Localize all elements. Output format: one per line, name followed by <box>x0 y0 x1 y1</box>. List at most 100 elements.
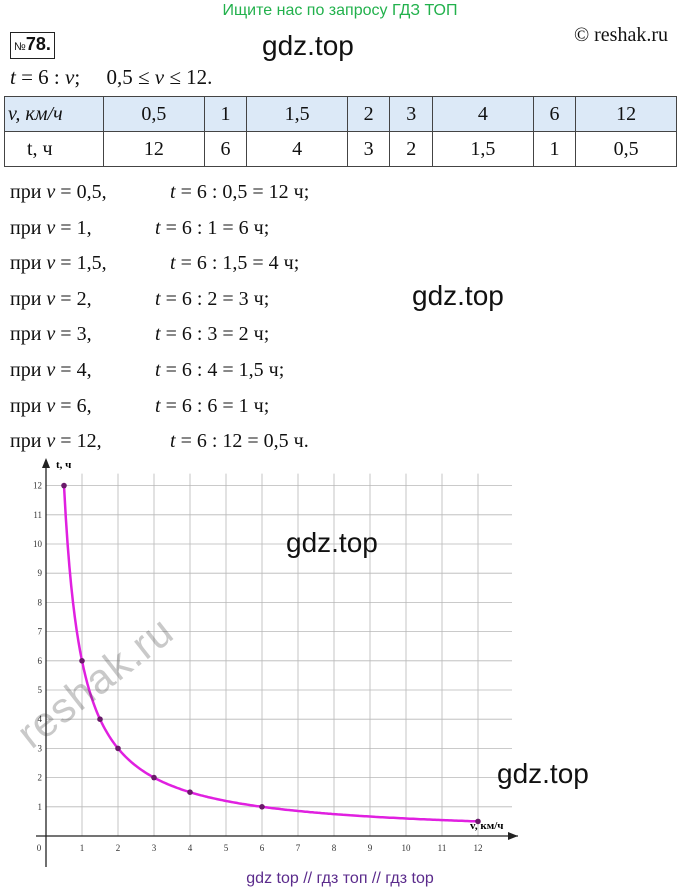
table-cell: 6 <box>203 131 248 167</box>
calc-v: v <box>46 394 56 417</box>
table-cell: 6 <box>532 96 577 132</box>
y-tick-label: 9 <box>38 568 43 578</box>
y-tick-label: 6 <box>38 656 43 666</box>
x-tick-label: 12 <box>474 843 483 853</box>
calc-pre: при <box>10 181 47 203</box>
calc-expr: = 6 : 4 = 1,5 ч; <box>160 358 285 381</box>
formula-v2: v <box>154 65 165 89</box>
calc-expr: = 6 : 3 = 2 ч; <box>160 323 270 346</box>
x-axis-arrow <box>508 832 518 840</box>
calc-pre: при <box>10 358 47 381</box>
calc-pre: при <box>10 394 47 417</box>
x-tick-label: 4 <box>188 843 193 853</box>
watermark-gdz-top-3: gdz.top <box>286 527 378 558</box>
calc-pre: при <box>10 252 47 275</box>
calc-v: v <box>46 287 56 310</box>
y-tick-label: 8 <box>38 597 43 607</box>
table-cell: 2 <box>346 96 391 132</box>
calc-expr: = 6 : 1,5 = 4 ч; <box>175 252 300 275</box>
calc-v: v <box>46 216 56 239</box>
calc-t: t <box>170 252 176 275</box>
data-point <box>61 482 67 489</box>
calc-v: v <box>46 181 56 203</box>
y-tick-label: 10 <box>33 539 43 549</box>
copyright-notice[interactable]: © reshak.ru <box>573 24 668 46</box>
calc-cond: = 6, <box>55 394 92 417</box>
values-table: v, км/ч 0,5 1 1,5 2 3 4 6 12 t, ч 12 6 4… <box>4 96 677 167</box>
calc-line: при v = 3, t = 6 : 3 = 2 ч; <box>10 317 309 353</box>
calc-v: v <box>46 252 56 275</box>
calc-expr: = 6 : 12 = 0,5 ч. <box>175 430 309 453</box>
chart-points <box>61 482 481 825</box>
table-cell: 3 <box>389 96 434 132</box>
formula-v: v <box>65 65 75 89</box>
x-tick-label: 0 <box>37 843 42 853</box>
table-row-time: t, ч 12 6 4 3 2 1,5 1 0,5 <box>4 131 677 167</box>
y-axis-arrow <box>42 458 50 468</box>
calc-v: v <box>46 430 56 453</box>
x-tick-label: 8 <box>332 843 337 853</box>
table-cell: 1 <box>532 131 577 167</box>
calc-t: t <box>155 323 161 346</box>
calc-t: t <box>155 358 161 381</box>
calculation-lines: при v = 0,5, t = 6 : 0,5 = 12 ч; при v = … <box>10 175 309 460</box>
y-tick-label: 11 <box>33 510 42 520</box>
watermark-gdz-top-1: gdz.top <box>262 30 354 61</box>
table-cell: 0,5 <box>103 96 205 132</box>
chart-axes <box>36 458 518 867</box>
table-head-speed: v, км/ч <box>4 96 104 132</box>
calc-pre: при <box>10 323 47 346</box>
table-row-speed: v, км/ч 0,5 1 1,5 2 3 4 6 12 <box>4 96 677 132</box>
task-number-value: 78. <box>25 34 51 54</box>
data-point <box>187 789 193 795</box>
x-tick-label: 3 <box>152 843 157 853</box>
formula-eq: = 6 : <box>15 65 66 89</box>
calc-expr: = 6 : 2 = 3 ч; <box>160 287 270 310</box>
x-tick-label: 7 <box>296 843 301 853</box>
calc-t: t <box>155 216 161 239</box>
x-tick-label: 11 <box>438 843 447 853</box>
calc-pre: при <box>10 216 47 239</box>
hyperbola-curve <box>62 485 479 823</box>
table-cell: 3 <box>346 131 391 167</box>
calc-line: при v = 4, t = 6 : 4 = 1,5 ч; <box>10 353 309 389</box>
calc-t: t <box>170 181 176 203</box>
x-axis-label: v, км/ч <box>470 820 503 832</box>
calc-line: при v = 6, t = 6 : 6 = 1 ч; <box>10 389 309 425</box>
calc-v: v <box>46 323 56 346</box>
table-cell: 2 <box>389 131 434 167</box>
calc-expr: = 6 : 6 = 1 ч; <box>160 394 270 417</box>
watermark-gdz-top-4: gdz.top <box>497 758 589 789</box>
watermark-gdz-top-2: gdz.top <box>412 280 504 311</box>
data-point <box>151 774 157 781</box>
calc-cond: = 1, <box>55 216 92 239</box>
calc-cond: = 2, <box>55 287 92 310</box>
calc-t: t <box>155 287 161 310</box>
calc-expr: = 6 : 1 = 6 ч; <box>160 216 270 239</box>
calc-pre: при <box>10 287 47 310</box>
y-tick-label: 3 <box>38 743 43 753</box>
x-tick-label: 6 <box>260 843 265 853</box>
calc-line: при v = 0,5, t = 6 : 0,5 = 12 ч; <box>10 175 309 211</box>
formula-range-post: ≤ 12. <box>164 65 213 89</box>
x-tick-label: 10 <box>402 843 412 853</box>
calc-expr: = 6 : 0,5 = 12 ч; <box>175 181 310 203</box>
table-cell: 12 <box>575 96 677 132</box>
calc-cond: = 1,5, <box>55 252 107 275</box>
y-tick-label: 12 <box>33 481 42 491</box>
y-tick-label: 4 <box>38 714 43 724</box>
calc-t: t <box>155 394 161 417</box>
table-cell: 1,5 <box>246 96 348 132</box>
data-point <box>79 658 85 664</box>
footer-links[interactable]: gdz top // гдз топ // гдз top <box>246 870 434 887</box>
y-tick-label: 2 <box>38 773 43 783</box>
search-banner[interactable]: Ищите нас по запросу ГДЗ ТОП <box>222 2 458 19</box>
calc-cond: = 3, <box>55 323 92 346</box>
calc-pre: при <box>10 430 47 453</box>
calc-line: при v = 2, t = 6 : 2 = 3 ч; <box>10 282 309 318</box>
data-point <box>97 716 103 722</box>
calc-v: v <box>46 358 56 381</box>
calc-t: t <box>170 430 176 453</box>
